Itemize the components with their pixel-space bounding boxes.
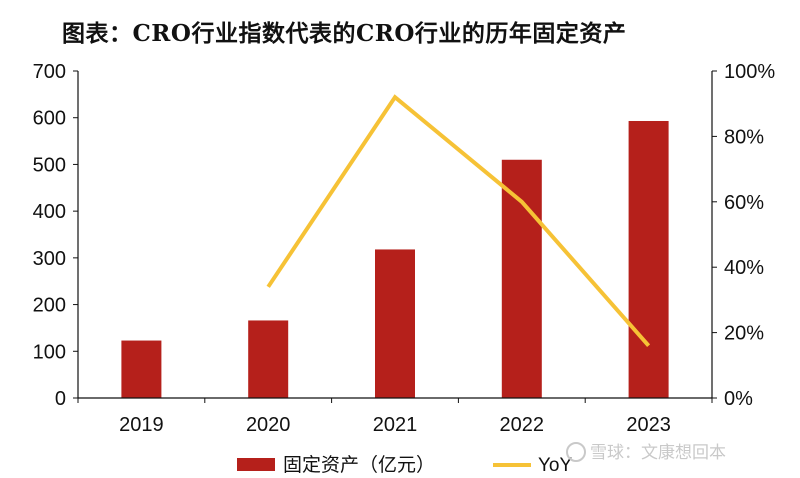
x-tick-label-2020: 2020 (246, 414, 291, 436)
y-left-tick-label: 300 (33, 248, 66, 270)
bar-2019 (121, 340, 162, 398)
y-left-tick-label: 600 (33, 108, 66, 130)
watermark-logo-icon (566, 442, 586, 462)
y-left-tick-label: 400 (33, 201, 66, 223)
y-right-tick-label: 80% (724, 126, 764, 148)
y-left-tick-label: 700 (33, 61, 66, 83)
y-left-tick-label: 0 (55, 388, 66, 410)
x-tick-label-2022: 2022 (500, 414, 545, 436)
x-tick-label-2023: 2023 (626, 414, 671, 436)
y-right-tick-label: 0% (724, 388, 753, 410)
y-left-tick-label: 200 (33, 295, 66, 317)
bar-2020 (248, 320, 289, 398)
bar-2021 (375, 249, 415, 398)
legend-bar-swatch (237, 458, 275, 471)
y-right-tick-label: 20% (724, 323, 764, 345)
bar-2023 (628, 120, 669, 398)
yoy-line (266, 94, 651, 348)
x-tick-label-2019: 2019 (119, 414, 164, 436)
x-tick-label-2021: 2021 (373, 414, 418, 436)
chart-title: 图表：CRO行业指数代表的CRO行业的历年固定资产 (62, 20, 627, 47)
y-left-tick-label: 500 (33, 154, 66, 176)
y-right-tick-label: 60% (724, 192, 764, 214)
legend-line-label: YoY (538, 455, 572, 476)
y-right-tick-label: 100% (724, 61, 775, 83)
watermark-text: 雪球：文康想回本 (590, 443, 726, 462)
y-left-tick-label: 100 (33, 341, 66, 363)
bar-2022 (501, 159, 542, 398)
watermark: 雪球：文康想回本 (566, 442, 726, 462)
y-right-tick-label: 40% (724, 257, 764, 279)
legend-bar-label: 固定资产（亿元） (283, 454, 435, 476)
